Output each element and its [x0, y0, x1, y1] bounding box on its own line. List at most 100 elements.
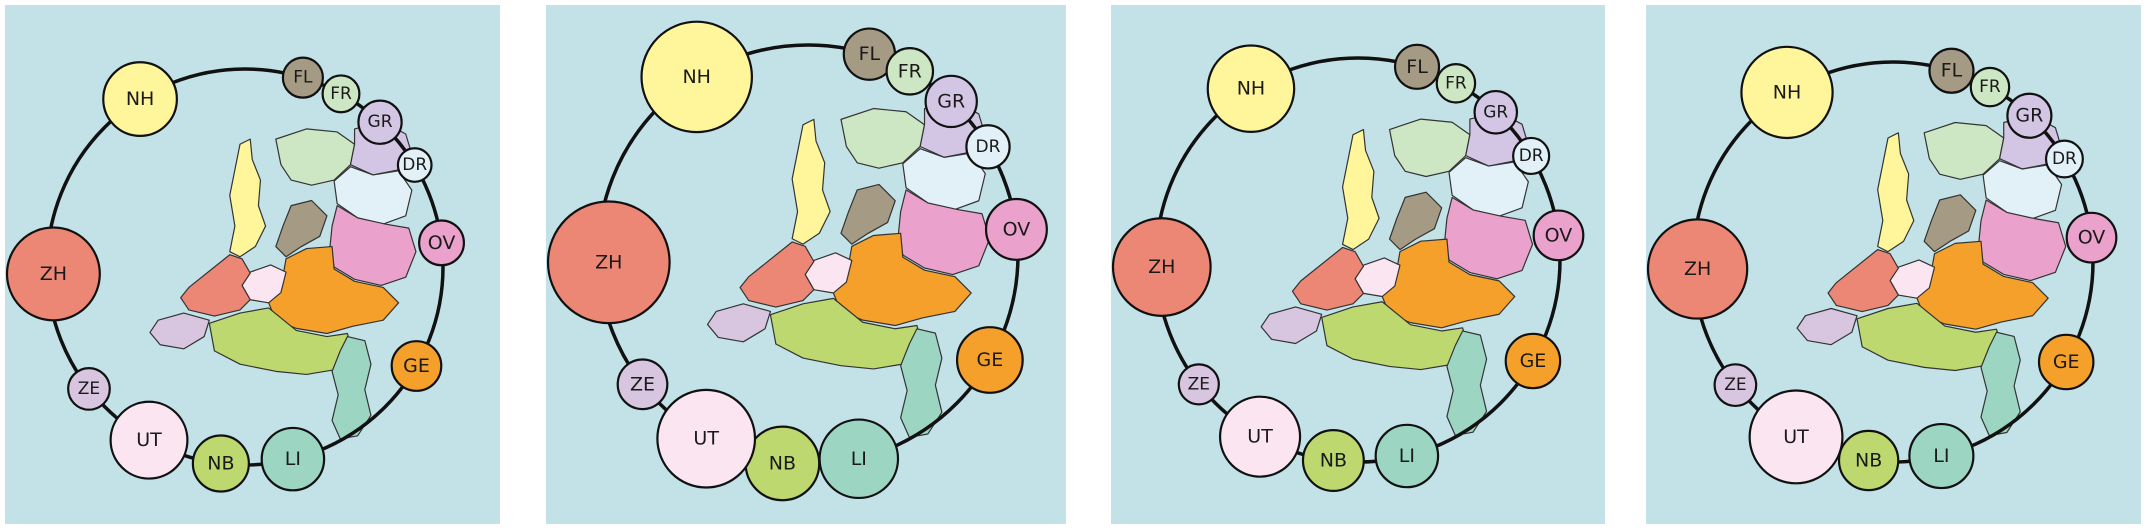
bubble-nh: NH	[640, 20, 754, 134]
bubble-circle-fl	[281, 56, 324, 99]
bubble-fl: FL	[842, 27, 897, 81]
bubble-circle-ge	[2037, 333, 2095, 391]
bubble-circle-nh	[1740, 45, 1834, 140]
netherlands-map	[708, 101, 990, 437]
bubble-label-ut: UT	[136, 429, 162, 451]
bubble-dr: DR	[965, 124, 1011, 170]
province-shape-fl	[1924, 195, 1976, 252]
bubble-label-nb: NB	[1855, 450, 1882, 472]
cartogram-svg: NH FL FR GR DR OV GE LI NB UT ZE ZH	[1646, 45, 2118, 492]
province-shape-nh	[1878, 133, 1914, 252]
bubble-fr: FR	[1435, 63, 1477, 104]
bubble-circle-nb	[1837, 429, 1900, 492]
province-shape-ze	[1797, 309, 1857, 345]
bubble-circle-ze	[1713, 363, 1758, 408]
bubble-circle-zh	[1111, 217, 1212, 317]
province-shape-ze	[708, 304, 771, 342]
province-shape-dr	[903, 149, 985, 210]
bubble-label-fl: FL	[1406, 56, 1428, 78]
province-shape-zh	[1828, 250, 1898, 312]
bubble-label-ge: GE	[976, 349, 1003, 371]
panel-4: NH FL FR GR DR OV GE LI NB UT ZE ZH	[1646, 5, 2141, 524]
province-shape-fl	[1390, 192, 1442, 249]
bubble-nh: NH	[1206, 44, 1296, 133]
bubble-circle-fl	[1928, 47, 1975, 94]
province-shape-nh	[230, 139, 266, 257]
province-shape-ze	[1261, 307, 1322, 344]
bubble-nb: NB	[1301, 428, 1365, 492]
province-shape-fr	[276, 129, 355, 185]
bubble-zh: ZH	[5, 226, 101, 322]
province-shape-nh	[1343, 130, 1380, 250]
bubble-circle-dr	[965, 124, 1011, 170]
bubble-label-nh: NH	[126, 88, 155, 110]
bubble-circle-ze	[1177, 363, 1220, 406]
province-shape-fl	[841, 184, 895, 244]
bubble-label-nh: NH	[682, 66, 711, 88]
bubble-circle-ge	[955, 326, 1024, 394]
bubble-label-li: LI	[1933, 445, 1949, 467]
bubble-label-gr: GR	[368, 112, 393, 132]
bubble-label-zh: ZH	[1148, 256, 1175, 278]
bubble-circle-nb	[191, 434, 250, 493]
bubble-label-ov: OV	[2078, 227, 2106, 249]
province-shape-li	[901, 329, 942, 438]
bubble-label-ge: GE	[1520, 350, 1547, 372]
bubble-ge: GE	[390, 340, 443, 392]
bubble-circle-zh	[5, 226, 101, 322]
bubble-circle-ge	[390, 340, 443, 392]
bubble-circle-nh	[102, 61, 178, 137]
bubble-ut: UT	[656, 388, 757, 489]
bubble-dr: DR	[1512, 136, 1551, 176]
bubble-ze: ZE	[1177, 363, 1220, 406]
bubble-circle-ov	[1532, 209, 1585, 262]
bubble-label-gr: GR	[2015, 105, 2043, 127]
bubble-nb: NB	[191, 434, 250, 493]
bubble-label-zh: ZH	[595, 251, 622, 273]
bubble-gr: GR	[357, 99, 403, 145]
bubble-circle-ut	[109, 400, 189, 480]
bubble-label-fr: FR	[1445, 73, 1467, 93]
bubble-li: LI	[260, 426, 326, 492]
bubble-label-ut: UT	[1247, 426, 1273, 448]
bubble-label-fl: FL	[1941, 60, 1963, 82]
bubble-label-nh: NH	[1237, 78, 1266, 100]
province-shape-dr	[334, 167, 412, 224]
bubble-circle-ov	[984, 197, 1048, 261]
bubble-circle-nb	[1301, 428, 1365, 492]
bubble-ov: OV	[1532, 209, 1585, 262]
bubble-fr: FR	[321, 74, 361, 114]
bubble-circle-ze	[616, 358, 669, 411]
bubble-fl: FL	[1928, 47, 1975, 94]
bubble-fl: FL	[1393, 43, 1441, 90]
bubble-ut: UT	[1218, 395, 1302, 478]
bubble-circle-ge	[1504, 332, 1562, 390]
bubble-circle-dr	[1512, 136, 1551, 176]
province-shape-zh	[740, 242, 814, 307]
cartogram-svg: NH FL FR GR DR OV GE LI NB UT ZE ZH	[5, 56, 466, 493]
bubble-nh: NH	[1740, 45, 1834, 140]
bubble-ge: GE	[955, 326, 1024, 394]
bubble-ov: OV	[2065, 211, 2118, 264]
bubble-circle-dr	[396, 147, 433, 183]
bubble-label-fr: FR	[1979, 77, 2001, 97]
bubble-ut: UT	[1748, 389, 1844, 485]
bubble-circle-fr	[885, 47, 935, 96]
bubble-ze: ZE	[67, 367, 111, 411]
province-shape-dr	[1983, 161, 2062, 219]
cartogram-svg: NH FL FR GR DR OV GE LI NB UT ZE ZH	[1111, 43, 1585, 492]
bubble-circle-gr	[924, 74, 978, 129]
bubble-label-ut: UT	[1783, 426, 1809, 448]
province-shape-ge	[833, 233, 971, 325]
bubble-label-ze: ZE	[630, 373, 655, 395]
bubble-label-zh: ZH	[40, 263, 67, 285]
bubble-label-fl: FL	[293, 68, 313, 88]
bubble-label-fl: FL	[859, 43, 881, 65]
netherlands-map	[1797, 115, 2066, 435]
bubble-circle-fr	[1969, 66, 2011, 108]
bubble-label-ov: OV	[1545, 224, 1573, 246]
cartogram-svg: NH FL FR GR DR OV GE LI NB UT ZE ZH	[546, 20, 1048, 502]
province-shape-ge	[1917, 241, 2048, 329]
bubble-gr: GR	[1473, 89, 1519, 135]
